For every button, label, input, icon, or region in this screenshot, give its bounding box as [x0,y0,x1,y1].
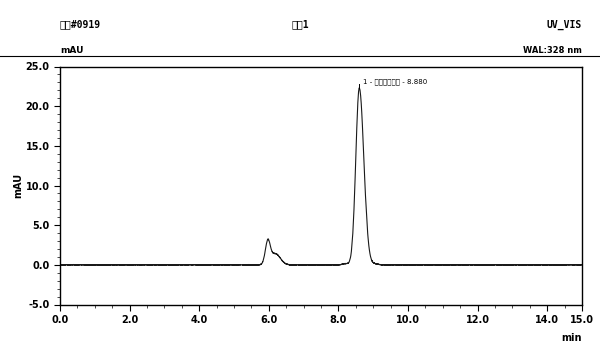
Text: WAL:328 nm: WAL:328 nm [523,46,582,55]
Text: mAU: mAU [60,46,83,55]
Text: 1 - 氯化硬脂酸驱 - 8.880: 1 - 氯化硬脂酸驱 - 8.880 [364,78,428,85]
Text: UV_VIS: UV_VIS [547,19,582,30]
Text: 页面#0919: 页面#0919 [60,20,101,29]
Text: min: min [562,333,582,343]
Text: 样哈1: 样哈1 [291,20,309,29]
Y-axis label: mAU: mAU [13,173,23,198]
